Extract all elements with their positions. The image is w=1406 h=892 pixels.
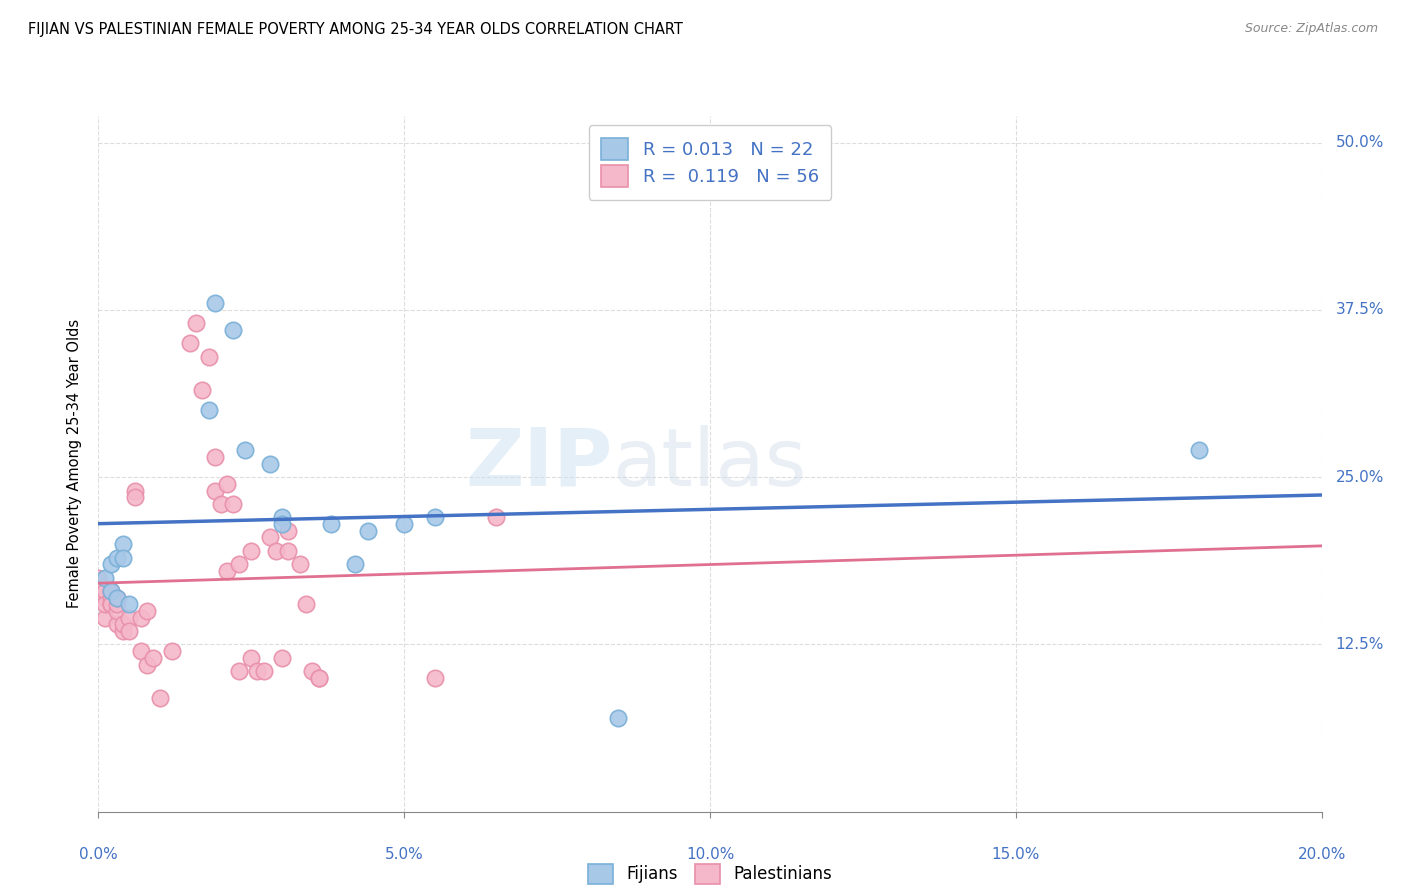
Point xyxy=(87,571,110,585)
Point xyxy=(222,323,245,337)
Point xyxy=(124,491,146,505)
Text: 5.0%: 5.0% xyxy=(385,847,423,863)
Point xyxy=(105,604,128,618)
Point xyxy=(105,550,128,565)
Point xyxy=(423,510,446,524)
Point xyxy=(233,443,256,458)
Point xyxy=(100,584,122,599)
Text: 10.0%: 10.0% xyxy=(686,847,734,863)
Point xyxy=(100,557,122,572)
Text: atlas: atlas xyxy=(612,425,807,503)
Point xyxy=(228,557,250,572)
Point xyxy=(87,584,110,599)
Point xyxy=(607,711,630,725)
Y-axis label: Female Poverty Among 25-34 Year Olds: Female Poverty Among 25-34 Year Olds xyxy=(67,319,83,608)
Text: 37.5%: 37.5% xyxy=(1336,302,1384,318)
Point xyxy=(105,591,128,605)
Point xyxy=(215,564,238,578)
Point xyxy=(319,517,342,532)
Point xyxy=(246,664,269,679)
Point xyxy=(93,591,115,605)
Text: 20.0%: 20.0% xyxy=(1298,847,1346,863)
Point xyxy=(129,611,152,625)
Point xyxy=(93,571,115,585)
Point xyxy=(100,591,122,605)
Text: 25.0%: 25.0% xyxy=(1336,470,1384,484)
Point xyxy=(240,651,263,665)
Point xyxy=(204,296,226,310)
Point xyxy=(277,544,299,558)
Point xyxy=(228,664,250,679)
Point xyxy=(136,657,159,672)
Point xyxy=(118,598,141,612)
Point xyxy=(277,524,299,538)
Point xyxy=(142,651,165,665)
Point xyxy=(1188,443,1211,458)
Point xyxy=(105,591,128,605)
Point xyxy=(423,671,446,685)
Point xyxy=(100,598,122,612)
Point xyxy=(215,477,238,491)
Point xyxy=(100,598,122,612)
Point xyxy=(111,624,134,639)
Point xyxy=(252,664,274,679)
Point xyxy=(191,384,214,398)
Text: 0.0%: 0.0% xyxy=(79,847,118,863)
Point xyxy=(129,644,152,658)
Point xyxy=(290,557,312,572)
Point xyxy=(105,598,128,612)
Point xyxy=(100,584,122,599)
Point xyxy=(204,450,226,465)
Point xyxy=(240,544,263,558)
Point xyxy=(197,350,219,364)
Point xyxy=(93,598,115,612)
Point xyxy=(392,517,416,532)
Legend: Fijians, Palestinians: Fijians, Palestinians xyxy=(578,854,842,892)
Point xyxy=(105,617,128,632)
Point xyxy=(259,457,281,471)
Text: 15.0%: 15.0% xyxy=(991,847,1040,863)
Point xyxy=(149,690,172,705)
Point xyxy=(204,483,226,498)
Point xyxy=(124,483,146,498)
Point xyxy=(259,530,281,544)
Point xyxy=(186,317,208,331)
Text: 50.0%: 50.0% xyxy=(1336,136,1384,150)
Point xyxy=(301,664,323,679)
Point xyxy=(308,671,330,685)
Point xyxy=(111,617,134,632)
Point xyxy=(270,651,292,665)
Point xyxy=(264,544,287,558)
Text: FIJIAN VS PALESTINIAN FEMALE POVERTY AMONG 25-34 YEAR OLDS CORRELATION CHART: FIJIAN VS PALESTINIAN FEMALE POVERTY AMO… xyxy=(28,22,683,37)
Point xyxy=(160,644,183,658)
Point xyxy=(118,624,141,639)
Point xyxy=(93,611,115,625)
Text: Source: ZipAtlas.com: Source: ZipAtlas.com xyxy=(1244,22,1378,36)
Point xyxy=(93,584,115,599)
Point xyxy=(118,611,141,625)
Point xyxy=(209,497,232,511)
Point xyxy=(270,517,292,532)
Point xyxy=(100,598,122,612)
Point xyxy=(136,604,159,618)
Point xyxy=(344,557,367,572)
Point xyxy=(295,598,318,612)
Point xyxy=(197,403,219,417)
Point xyxy=(179,336,201,351)
Point xyxy=(111,550,134,565)
Point xyxy=(308,671,330,685)
Point xyxy=(111,537,134,551)
Point xyxy=(356,524,378,538)
Text: ZIP: ZIP xyxy=(465,425,612,503)
Text: 12.5%: 12.5% xyxy=(1336,637,1384,652)
Point xyxy=(222,497,245,511)
Point xyxy=(485,510,508,524)
Point xyxy=(270,510,292,524)
